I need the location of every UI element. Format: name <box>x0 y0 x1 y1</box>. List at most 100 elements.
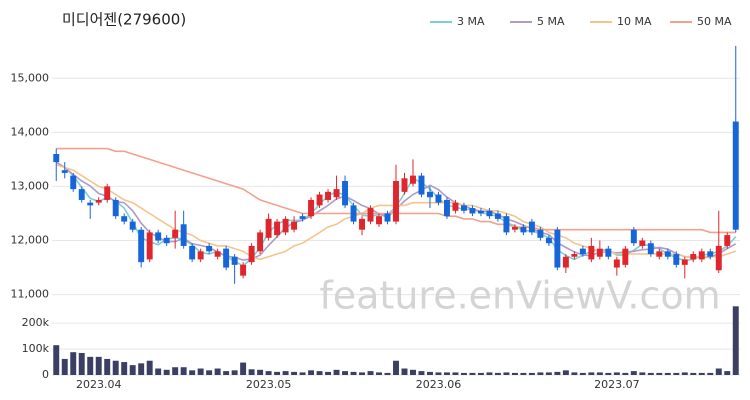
volume-bar <box>605 372 612 375</box>
volume-bar <box>257 369 264 375</box>
candle-body <box>121 216 128 222</box>
legend-label: 3 MA <box>457 15 485 28</box>
volume-tick-label: 0 <box>42 368 49 381</box>
candle-body <box>265 218 272 238</box>
candle-body <box>698 251 705 260</box>
candle-body <box>376 216 382 225</box>
volume-bar <box>596 372 603 375</box>
volume-bar <box>477 372 484 375</box>
candle-body <box>274 221 281 236</box>
volume-bar <box>571 372 578 375</box>
candle-body <box>418 175 425 195</box>
volume-bar <box>554 371 561 375</box>
candle-body <box>172 229 179 238</box>
candle-body <box>537 229 544 238</box>
volume-bar <box>393 360 399 375</box>
volume-bar <box>316 371 323 375</box>
candle-body <box>53 153 60 163</box>
candle-body <box>673 254 680 265</box>
y-tick-label: 15,000 <box>11 71 50 84</box>
candle-body <box>452 202 459 211</box>
candle-body <box>155 232 162 241</box>
candle-body <box>350 205 357 222</box>
volume-bar <box>163 369 170 375</box>
volume-bar <box>460 372 467 375</box>
candle-body <box>622 248 629 265</box>
volume-bar <box>698 372 705 375</box>
candle-body <box>605 248 612 257</box>
candle-body <box>70 175 77 190</box>
volume-bar <box>274 371 281 375</box>
volume-bar <box>639 372 646 375</box>
volume-bar <box>511 372 518 375</box>
volume-bar <box>630 371 637 375</box>
candle-body <box>325 191 332 200</box>
volume-bar <box>418 371 425 375</box>
volume-bar <box>223 371 230 375</box>
volume-bar <box>376 372 382 375</box>
volume-bar <box>231 370 238 375</box>
volume-bar <box>724 371 731 375</box>
candle-body <box>724 235 731 246</box>
volume-bar <box>104 358 111 375</box>
volume-bar <box>452 372 459 375</box>
volume-bar <box>410 369 416 375</box>
volume-bar <box>647 372 654 375</box>
legend-label: 10 MA <box>617 15 652 28</box>
candle-body <box>681 259 688 265</box>
volume-bar <box>427 371 433 375</box>
volume-bar <box>673 372 680 375</box>
volume-bar <box>248 369 255 375</box>
candle-body <box>613 259 620 268</box>
candle-body <box>333 189 340 198</box>
volume-bar <box>146 360 153 375</box>
volume-bar <box>95 356 102 375</box>
y-tick-label: 14,000 <box>11 125 50 138</box>
candle-body <box>435 194 442 203</box>
candle-body <box>197 251 204 260</box>
volume-bar <box>579 372 586 375</box>
candle-body <box>571 254 578 257</box>
y-tick-label: 11,000 <box>11 288 50 301</box>
volume-bar <box>545 372 552 375</box>
candle-body <box>308 199 315 217</box>
candle-body <box>630 229 637 244</box>
candle-body <box>112 199 119 217</box>
candle-body <box>189 245 196 260</box>
volume-bar <box>528 372 535 375</box>
volume-bar <box>112 360 119 375</box>
candle-body <box>206 245 213 252</box>
candle-body <box>511 226 518 230</box>
volume-bar <box>715 368 722 375</box>
volume-bar <box>291 371 298 375</box>
candle-body <box>528 221 535 233</box>
volume-bar <box>520 372 527 375</box>
volume-bar <box>690 372 697 375</box>
volume-bar <box>87 356 94 375</box>
volume-bar <box>562 370 569 375</box>
legend-label: 5 MA <box>537 15 565 28</box>
x-tick-label: 2023.06 <box>416 378 462 391</box>
volume-bar <box>732 306 739 375</box>
volume-bar <box>206 370 213 375</box>
candle-body <box>503 216 510 233</box>
volume-bar <box>308 370 315 375</box>
candle-body <box>520 226 527 233</box>
volume-bar <box>180 367 187 375</box>
candle-body <box>104 186 111 200</box>
candle-body <box>494 213 501 219</box>
candle-body <box>639 240 646 246</box>
candle-body <box>146 232 153 260</box>
volume-bar <box>435 372 442 375</box>
candle-body <box>282 218 289 233</box>
volume-bar <box>172 367 179 375</box>
candle-body <box>443 199 450 217</box>
candle-body <box>231 256 238 265</box>
candle-body <box>87 202 94 206</box>
volume-bar <box>537 372 544 375</box>
volume-bar <box>622 372 629 375</box>
candle-body <box>460 205 467 211</box>
candle-body <box>401 178 408 192</box>
volume-bar <box>78 352 85 375</box>
